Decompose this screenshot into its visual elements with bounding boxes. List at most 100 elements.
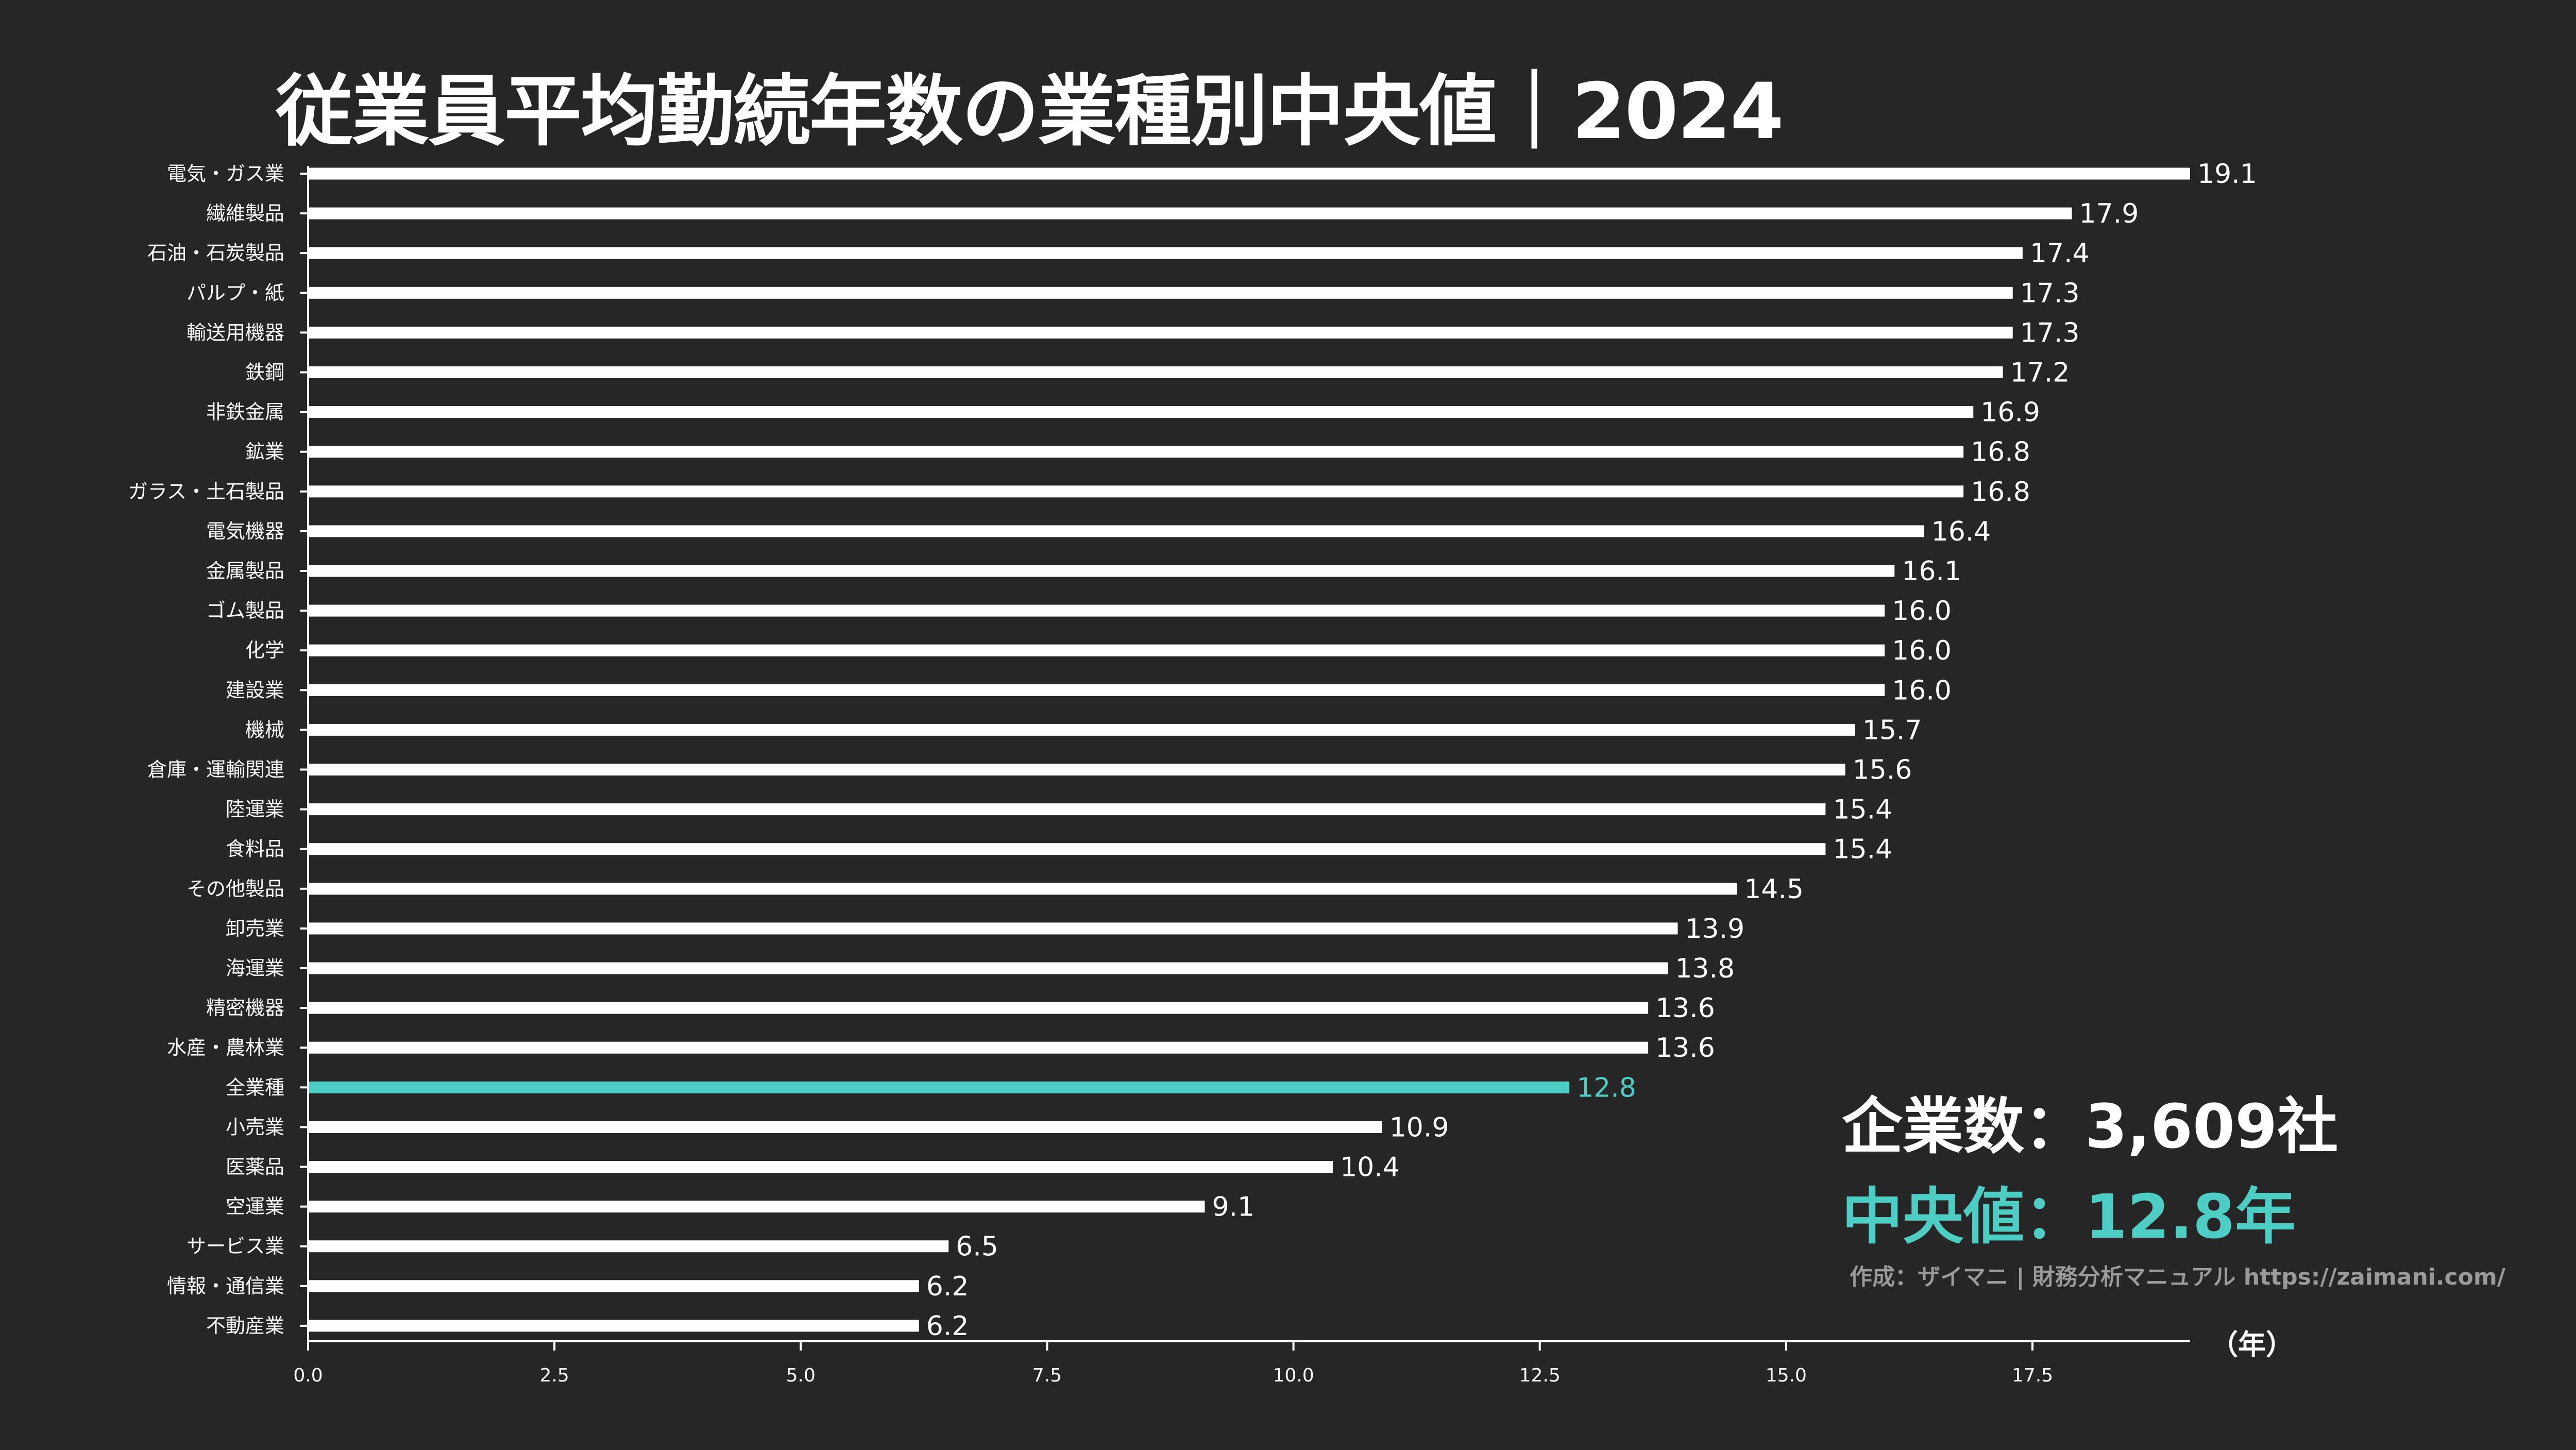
- y-tick-label: 金属製品: [206, 560, 284, 582]
- y-tick-label: 化学: [245, 639, 284, 662]
- bar: [308, 962, 1668, 974]
- bar: [308, 1280, 919, 1292]
- value-label: 15.6: [1853, 755, 1912, 786]
- value-label: 9.1: [1212, 1192, 1255, 1223]
- value-label: 15.4: [1833, 834, 1892, 865]
- x-tick-label: 2.5: [540, 1365, 569, 1386]
- value-label: 6.5: [956, 1232, 998, 1262]
- y-tick-label: 機械: [245, 718, 284, 741]
- value-labels: 19.1 17.9 17.4 17.3 17.3 17.2 16.9 16.8 16.8 16.4…: [926, 159, 2257, 1342]
- value-label: 6.2: [926, 1311, 969, 1342]
- x-tick-label: 17.5: [2012, 1365, 2053, 1386]
- value-label: 10.9: [1389, 1112, 1449, 1143]
- y-tick-label: 建設業: [226, 679, 284, 701]
- value-label: 17.9: [2079, 198, 2139, 229]
- value-label: 10.4: [1340, 1152, 1400, 1183]
- value-label: 16.4: [1931, 516, 1991, 547]
- axes: [300, 166, 2191, 1342]
- bar: [308, 406, 1974, 418]
- bar: [308, 883, 1737, 895]
- bar: [308, 207, 2072, 220]
- y-tick-label: 小売業: [226, 1116, 284, 1138]
- value-label: 15.7: [1862, 715, 1922, 746]
- y-tick-label: 精密機器: [206, 997, 284, 1019]
- y-tick-label: ガラス・土石製品: [128, 480, 284, 503]
- value-label: 16.0: [1892, 635, 1952, 666]
- bar: [308, 326, 2013, 339]
- y-tick-label: 石油・石炭製品: [147, 242, 284, 264]
- x-tick-label: 0.0: [293, 1365, 323, 1386]
- x-axis-unit-label: （年）: [2210, 1328, 2294, 1361]
- y-tick-label: 卸売業: [226, 917, 284, 940]
- y-tick-label: サービス業: [187, 1235, 284, 1258]
- bar: [308, 525, 1924, 537]
- bar: [308, 1002, 1649, 1014]
- value-label: 13.6: [1655, 1033, 1715, 1064]
- value-label: 12.8: [1577, 1072, 1636, 1103]
- x-tick-label: 15.0: [1766, 1365, 1807, 1386]
- chart-title: 従業員平均勤続年数の業種別中央値｜2024: [276, 67, 1784, 157]
- y-tick-label: 鉄鋼: [245, 361, 284, 384]
- y-tick-label: 不動産業: [206, 1314, 284, 1337]
- y-axis-labels: 電気・ガス業繊維製品石油・石炭製品パルプ・紙輸送用機器鉄鋼非鉄金属鉱業ガラス・土…: [128, 162, 284, 1337]
- value-label: 13.6: [1655, 993, 1715, 1024]
- credit-text: 作成：ザイマニ | 財務分析マニュアル https://zaimani.com/: [1850, 1264, 2505, 1290]
- value-label: 13.8: [1675, 953, 1735, 984]
- y-tick-label: 全業種: [226, 1076, 284, 1099]
- bar: [308, 1161, 1333, 1173]
- y-tick-label: 空運業: [226, 1195, 284, 1218]
- y-tick-label: 情報・通信業: [167, 1275, 284, 1297]
- bar: [308, 167, 2191, 180]
- value-label: 17.4: [2030, 238, 2090, 269]
- bar: [308, 366, 2003, 378]
- y-tick-label: 輸送用機器: [187, 321, 284, 344]
- bar: [308, 843, 1826, 855]
- y-tick-label: 倉庫・運輸関連: [147, 758, 284, 781]
- x-tick-label: 12.5: [1519, 1365, 1561, 1386]
- bars: [308, 167, 2191, 1332]
- y-tick-label: 繊維製品: [206, 202, 284, 225]
- value-label: 16.1: [1902, 556, 1961, 587]
- bar: [308, 684, 1885, 696]
- value-label: 19.1: [2197, 159, 2257, 190]
- bar: [308, 286, 2013, 299]
- bar: [308, 485, 1964, 498]
- value-label: 16.8: [1971, 477, 2030, 508]
- bar: [308, 723, 1855, 736]
- y-tick-label: 鉱業: [245, 441, 284, 463]
- bar: [308, 604, 1885, 617]
- y-tick-label: 水産・農林業: [167, 1036, 284, 1059]
- bar: [308, 446, 1964, 458]
- y-tick-label: ゴム製品: [206, 599, 284, 622]
- bar: [308, 803, 1826, 816]
- y-tick-label: 電気・ガス業: [167, 162, 284, 185]
- bar: [308, 1240, 949, 1253]
- bar: [308, 644, 1885, 656]
- y-tick-label: 電気機器: [206, 520, 284, 543]
- y-tick-label: パルプ・紙: [187, 281, 284, 304]
- x-tick-label: 5.0: [786, 1365, 816, 1386]
- bar: [308, 247, 2023, 259]
- y-tick-label: 非鉄金属: [206, 401, 284, 424]
- x-axis-ticks: 0.0 2.5 5.0 7.5 10.0 12.5 15.0 17.5: [293, 1341, 2053, 1386]
- value-label: 17.3: [2020, 317, 2080, 348]
- x-tick-label: 10.0: [1273, 1365, 1314, 1386]
- value-label: 16.0: [1892, 596, 1952, 627]
- bar: [308, 565, 1895, 577]
- value-label: 16.9: [1980, 397, 2040, 428]
- company-count: 企業数：3,609社: [1842, 1091, 2338, 1162]
- y-tick-label: 食料品: [226, 838, 284, 861]
- y-tick-label: 医薬品: [226, 1156, 284, 1178]
- bar: [308, 1320, 919, 1332]
- value-label: 17.2: [2010, 358, 2070, 389]
- x-tick-label: 7.5: [1032, 1365, 1062, 1386]
- median-value: 中央値：12.8年: [1842, 1181, 2296, 1252]
- bar: [308, 1201, 1205, 1213]
- value-label: 16.8: [1971, 437, 2030, 468]
- value-label: 14.5: [1744, 874, 1804, 905]
- y-tick-label: その他製品: [187, 878, 284, 900]
- bar: [308, 1121, 1382, 1133]
- bar-highlight: [308, 1081, 1570, 1093]
- y-tick-label: 陸運業: [226, 798, 284, 821]
